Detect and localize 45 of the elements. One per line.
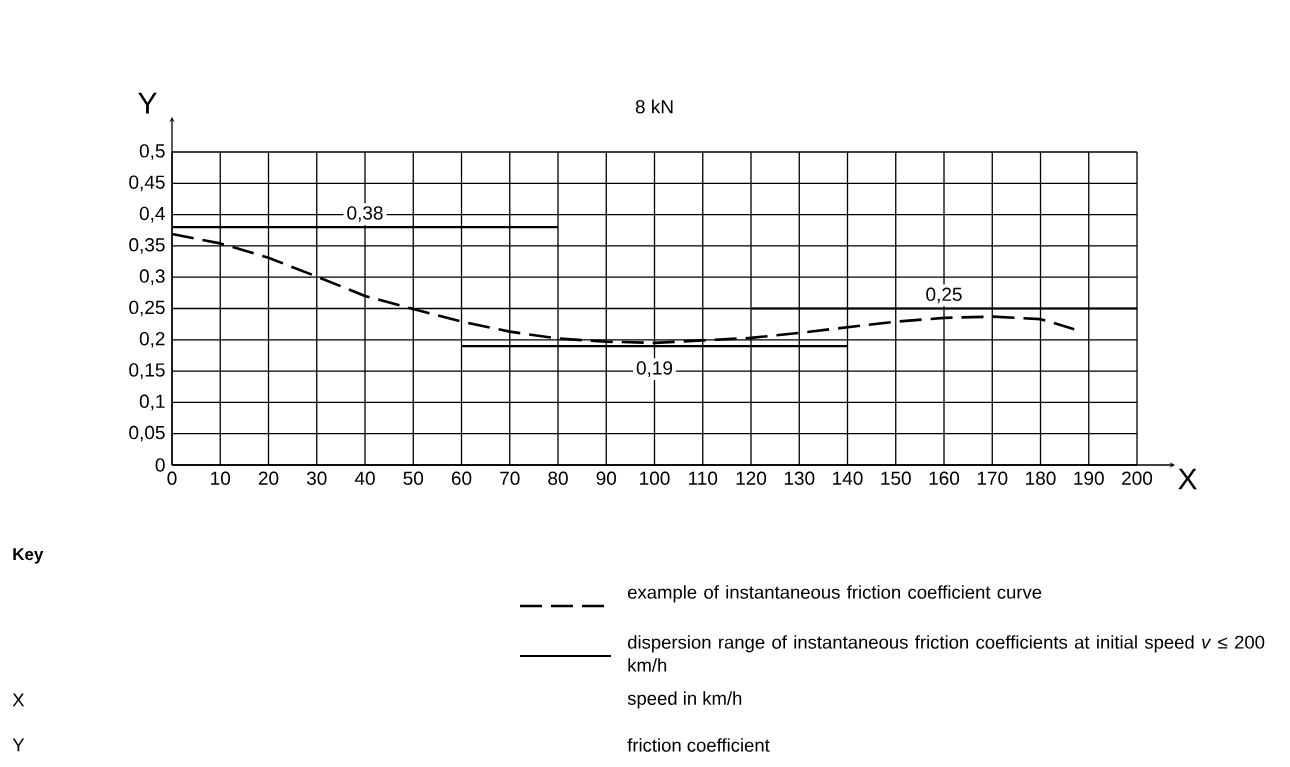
x-tick-label: 130 (784, 471, 815, 485)
x-tick-label: 150 (881, 471, 911, 485)
x-tick-label: 90 (596, 471, 617, 485)
x-tick-label: 20 (258, 471, 279, 485)
text: friction coefficient (627, 738, 770, 752)
y-axis-title: Y (138, 92, 157, 114)
x-tick-label: 140 (833, 471, 863, 485)
y-tick-label: 0,25 (129, 300, 165, 317)
y-tick-label: 0,05 (129, 425, 165, 442)
x-tick-label: 200 (1122, 471, 1153, 485)
text: speed in km/h (627, 691, 742, 709)
y-tick-label: 0,3 (139, 269, 165, 286)
x-tick-label: 110 (689, 471, 718, 485)
x-tick-label: 170 (977, 471, 1008, 485)
y-tick-label: 0,15 (129, 363, 165, 379)
y-tick-label: 0,1 (139, 394, 165, 411)
text: Y (12, 738, 25, 752)
x-tick-label: 120 (736, 471, 767, 485)
x-tick-label: 180 (1026, 471, 1056, 485)
text: X (12, 693, 25, 707)
x-tick-label: 40 (354, 471, 375, 485)
annotation: 0,25 (926, 287, 962, 304)
y-tick-label: 0,5 (139, 144, 165, 160)
x-tick-label: 60 (451, 471, 472, 485)
x-tick-label: 100 (640, 471, 670, 485)
y-tick-label: 0,35 (129, 238, 165, 254)
x-tick-label: 160 (929, 471, 960, 485)
x-tick-label: 50 (403, 471, 424, 485)
text: dispersion range of instantaneous friction coefficients at initial speed v ≤ 200 km/h (627, 635, 1265, 672)
x-tick-label: 190 (1074, 471, 1104, 485)
chart-title: 8 kN (635, 99, 673, 114)
x-axis-title: X (1178, 468, 1197, 490)
x-tick-label: 70 (500, 471, 520, 485)
x-tick-label: 0 (167, 471, 177, 485)
y-tick-label: 0 (155, 458, 165, 472)
x-tick-label: 30 (306, 471, 327, 485)
annotation: 0,19 (636, 361, 673, 377)
legend-label: example of instantaneous friction coefficient curve (627, 585, 1042, 603)
y-tick-label: 0,2 (139, 331, 165, 348)
annotation: 0,38 (347, 206, 383, 222)
x-tick-label: 10 (211, 471, 231, 485)
x-tick-label: 80 (548, 471, 568, 485)
y-tick-label: 0,4 (139, 206, 165, 223)
y-tick-label: 0,45 (129, 175, 165, 192)
legend-title: Key (13, 548, 44, 564)
